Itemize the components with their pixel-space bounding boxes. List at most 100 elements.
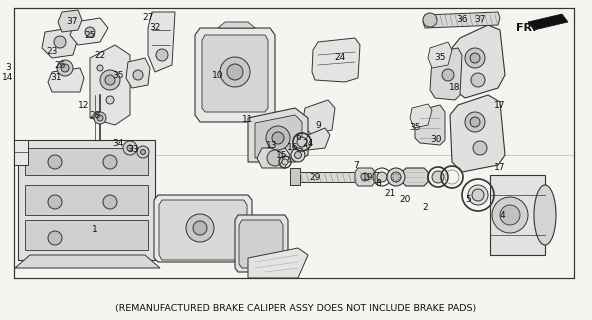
Polygon shape bbox=[528, 14, 568, 30]
Polygon shape bbox=[402, 168, 428, 186]
Polygon shape bbox=[159, 200, 247, 260]
Text: 35: 35 bbox=[435, 53, 446, 62]
Circle shape bbox=[186, 214, 214, 242]
Circle shape bbox=[465, 48, 485, 68]
Polygon shape bbox=[58, 10, 82, 32]
Polygon shape bbox=[428, 42, 452, 68]
Text: 6: 6 bbox=[295, 132, 301, 141]
Circle shape bbox=[468, 185, 488, 205]
Circle shape bbox=[500, 205, 520, 225]
Text: 32: 32 bbox=[149, 23, 160, 33]
Circle shape bbox=[105, 75, 115, 85]
Polygon shape bbox=[15, 255, 160, 268]
Text: 10: 10 bbox=[213, 70, 224, 79]
Text: 3: 3 bbox=[5, 63, 11, 73]
Polygon shape bbox=[218, 22, 255, 28]
Polygon shape bbox=[148, 12, 175, 72]
Text: 16: 16 bbox=[287, 143, 299, 153]
Polygon shape bbox=[248, 108, 308, 162]
Circle shape bbox=[387, 168, 405, 186]
Text: 27: 27 bbox=[142, 13, 154, 22]
Circle shape bbox=[54, 36, 66, 48]
Circle shape bbox=[103, 195, 117, 209]
Circle shape bbox=[267, 150, 283, 166]
Polygon shape bbox=[42, 28, 78, 58]
Polygon shape bbox=[355, 168, 375, 186]
Polygon shape bbox=[290, 168, 300, 185]
Text: 12: 12 bbox=[78, 100, 89, 109]
Text: 26: 26 bbox=[54, 60, 66, 69]
Polygon shape bbox=[48, 68, 84, 92]
Circle shape bbox=[282, 159, 288, 165]
Text: 33: 33 bbox=[127, 146, 139, 155]
Polygon shape bbox=[305, 128, 330, 150]
Polygon shape bbox=[423, 12, 500, 28]
Circle shape bbox=[266, 126, 290, 150]
Polygon shape bbox=[410, 104, 432, 128]
Circle shape bbox=[94, 112, 106, 124]
Bar bbox=[14, 8, 574, 278]
Circle shape bbox=[492, 197, 528, 233]
Polygon shape bbox=[25, 148, 148, 175]
Polygon shape bbox=[490, 175, 545, 255]
Text: 19: 19 bbox=[362, 173, 374, 182]
Circle shape bbox=[377, 172, 387, 182]
Text: 15: 15 bbox=[276, 150, 288, 159]
Polygon shape bbox=[255, 115, 302, 158]
Text: 34: 34 bbox=[112, 139, 124, 148]
Polygon shape bbox=[154, 195, 252, 262]
Circle shape bbox=[294, 151, 301, 158]
Circle shape bbox=[103, 155, 117, 169]
Text: 29: 29 bbox=[309, 173, 321, 182]
Text: 14: 14 bbox=[2, 74, 14, 83]
Text: 21: 21 bbox=[384, 188, 395, 197]
Polygon shape bbox=[70, 18, 108, 45]
Circle shape bbox=[48, 231, 62, 245]
Polygon shape bbox=[126, 58, 150, 88]
Text: 36: 36 bbox=[456, 15, 468, 25]
Circle shape bbox=[156, 49, 168, 61]
Circle shape bbox=[470, 117, 480, 127]
Text: 25: 25 bbox=[84, 30, 96, 39]
Circle shape bbox=[140, 149, 146, 155]
Text: 1: 1 bbox=[92, 226, 98, 235]
Text: 28: 28 bbox=[89, 110, 101, 119]
Circle shape bbox=[97, 65, 103, 71]
Polygon shape bbox=[239, 220, 283, 268]
Text: 35: 35 bbox=[409, 124, 421, 132]
Polygon shape bbox=[415, 105, 445, 145]
Text: 24: 24 bbox=[334, 53, 346, 62]
Polygon shape bbox=[248, 248, 308, 278]
Text: 8: 8 bbox=[375, 179, 381, 188]
Polygon shape bbox=[202, 35, 268, 112]
Circle shape bbox=[57, 60, 73, 76]
Circle shape bbox=[473, 141, 487, 155]
Text: 5: 5 bbox=[465, 196, 471, 204]
Text: 31: 31 bbox=[50, 73, 62, 82]
Circle shape bbox=[361, 173, 369, 181]
Polygon shape bbox=[18, 140, 155, 260]
Circle shape bbox=[97, 115, 103, 121]
Circle shape bbox=[432, 171, 444, 183]
Polygon shape bbox=[25, 185, 148, 215]
Polygon shape bbox=[452, 25, 505, 98]
Circle shape bbox=[48, 155, 62, 169]
Polygon shape bbox=[312, 38, 360, 82]
Circle shape bbox=[471, 73, 485, 87]
Text: 20: 20 bbox=[400, 196, 411, 204]
Polygon shape bbox=[25, 220, 148, 250]
Circle shape bbox=[100, 70, 120, 90]
Text: 30: 30 bbox=[430, 135, 442, 145]
Circle shape bbox=[470, 53, 480, 63]
Circle shape bbox=[123, 141, 137, 155]
Circle shape bbox=[220, 57, 250, 87]
Circle shape bbox=[227, 64, 243, 80]
Circle shape bbox=[442, 69, 454, 81]
Circle shape bbox=[127, 145, 133, 151]
Text: 37: 37 bbox=[474, 15, 486, 25]
Text: 13: 13 bbox=[266, 140, 278, 149]
Text: 24: 24 bbox=[303, 139, 314, 148]
Text: 35: 35 bbox=[112, 70, 124, 79]
Ellipse shape bbox=[534, 185, 556, 245]
Text: (REMANUFACTURED BRAKE CALIPER ASSY DOES NOT INCLUDE BRAKE PADS): (REMANUFACTURED BRAKE CALIPER ASSY DOES … bbox=[115, 303, 477, 313]
